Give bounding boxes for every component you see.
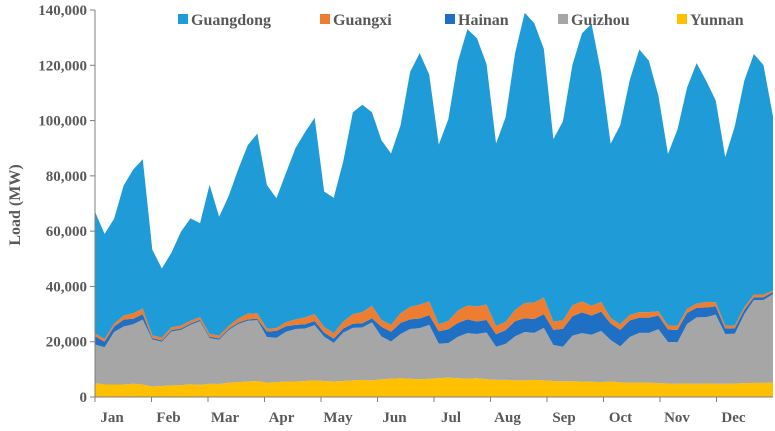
legend-swatch-yunnan (677, 14, 687, 24)
x-tick-label-mar: Mar (211, 410, 240, 426)
area-series-hainan (95, 291, 773, 348)
x-tick-label-nov: Nov (664, 410, 690, 426)
x-tick-label-sep: Sep (552, 410, 575, 426)
area-series-guangdong (95, 12, 773, 339)
x-tick-label-jul: Jul (441, 410, 461, 426)
legend-swatch-guangdong (178, 14, 188, 24)
legend-swatch-hainan (445, 14, 455, 24)
x-tick-label-apr: Apr (269, 410, 295, 426)
area-series-guizhou (95, 294, 773, 387)
y-axis-title: Load (MW) (7, 164, 24, 245)
x-tick-label-dec: Dec (721, 410, 745, 426)
legend-swatch-guizhou (558, 14, 568, 24)
legend-label-guangxi: Guangxi (333, 12, 392, 29)
x-tick-label-aug: Aug (494, 410, 521, 426)
x-tick-label-jan: Jan (100, 410, 124, 426)
area-series-yunnan (95, 377, 773, 397)
stacked-areas (95, 12, 773, 397)
area-series-guangxi (95, 290, 773, 342)
legend-label-guangdong: Guangdong (191, 12, 271, 29)
y-axis-ticks: 0 20,000 40,000 60,000 80,000 100,000 120,000 1… (38, 3, 95, 406)
x-tick-label-jun: Jun (382, 410, 407, 426)
y-tick-label: 0 (80, 390, 88, 406)
y-tick-label: 140,000 (38, 3, 87, 19)
x-tick-label-feb: Feb (156, 410, 180, 426)
legend: Guangdong Guangxi Hainan Guizhou Yunnan (178, 12, 744, 29)
legend-label-yunnan: Yunnan (690, 12, 744, 29)
legend-label-hainan: Hainan (458, 12, 509, 29)
y-tick-label: 20,000 (46, 335, 87, 351)
y-tick-label: 60,000 (46, 224, 87, 240)
legend-swatch-guangxi (320, 14, 330, 24)
y-tick-label: 120,000 (38, 58, 87, 74)
y-tick-label: 80,000 (46, 169, 87, 185)
x-tick-label-may: May (323, 410, 353, 426)
y-tick-label: 100,000 (38, 114, 87, 130)
x-axis-ticks: Jan Feb Mar Apr May Jun Jul Aug Sep Oct Nov Dec (94, 397, 746, 426)
legend-label-guizhou: Guizhou (571, 12, 630, 29)
y-tick-label: 40,000 (46, 279, 87, 295)
x-tick-label-oct: Oct (609, 410, 632, 426)
